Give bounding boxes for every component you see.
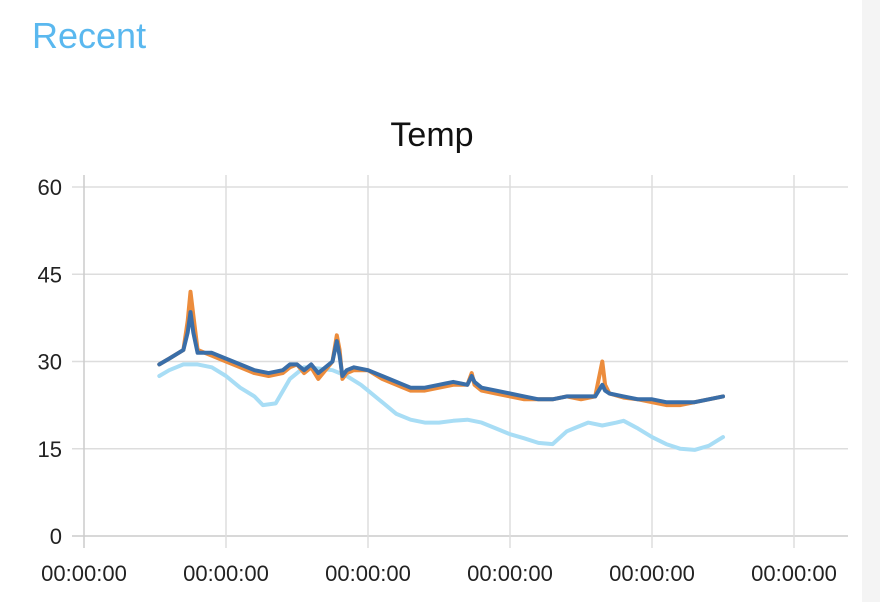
chart-title: Temp: [390, 116, 473, 154]
series-layer: [157, 289, 725, 452]
panel-edge: [862, 0, 880, 602]
tick-labels: 0 15 30 45 60 00:00:00 00:00:00 00:00:00 00:00:0…: [38, 175, 837, 586]
section-title: Recent: [32, 15, 147, 56]
x-tick-label: 00:00:00: [325, 561, 411, 586]
y-tick-label: 15: [38, 437, 62, 462]
y-tick-label: 60: [38, 175, 62, 200]
x-tick-label: 00:00:00: [467, 561, 553, 586]
series-line-1: [157, 362, 725, 452]
x-tick-label: 00:00:00: [609, 561, 695, 586]
series-line-3: [157, 310, 725, 405]
x-tick-label: 00:00:00: [183, 561, 269, 586]
x-tick-label: 00:00:00: [41, 561, 127, 586]
y-tick-label: 0: [50, 524, 62, 549]
grid: [72, 175, 848, 548]
temp-line-chart: Temp 0 15 30 45 60 00:00:00 00:00:00 00:00:00 00…: [38, 116, 848, 586]
y-tick-label: 30: [38, 350, 62, 375]
x-tick-label: 00:00:00: [751, 561, 837, 586]
series-line-2: [157, 289, 725, 408]
y-tick-label: 45: [38, 262, 62, 287]
